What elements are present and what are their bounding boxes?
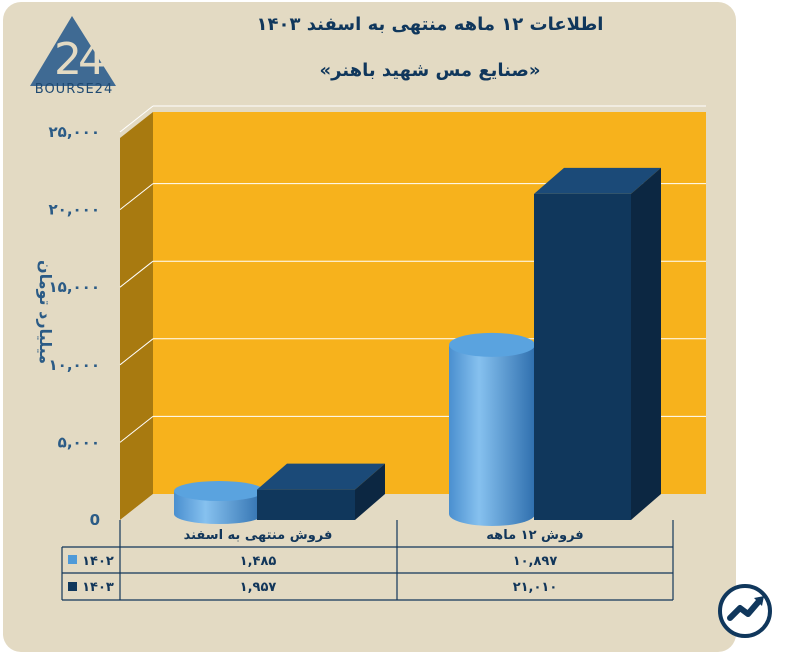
category-label: فروش منتهی به اسفند <box>184 528 333 543</box>
data-label: ۲۱,۰۱۰ <box>513 580 558 595</box>
bar-side-1403 <box>355 463 385 520</box>
chart-title: اطلاعات ۱۲ ماهه منتهی به اسفند ۱۴۰۳ <box>256 14 604 35</box>
gridline-side <box>119 183 154 210</box>
svg-text:4: 4 <box>78 34 106 85</box>
y-tick-label: ۱۵,۰۰۰ <box>49 278 100 296</box>
legend-swatch-1402 <box>68 555 77 564</box>
gridline-side <box>119 260 154 288</box>
chart-subtitle: «صنایع مس شهید باهنر» <box>319 60 541 81</box>
bar-top-1403 <box>257 463 385 490</box>
plot-side-wall <box>120 112 153 520</box>
legend-swatch-1403 <box>68 582 77 591</box>
svg-text:2: 2 <box>54 34 82 85</box>
y-tick-label: ۱۰,۰۰۰ <box>49 356 100 374</box>
data-label: ۱۰,۸۹۷ <box>513 554 558 569</box>
legend-label-1403: ۱۴۰۳ <box>82 580 114 595</box>
bourse24-logo: 2 4 <box>30 16 116 86</box>
data-label: ۱,۹۵۷ <box>240 580 277 595</box>
y-tick-label: ۲۰,۰۰۰ <box>49 201 100 219</box>
data-table: فروش منتهی به اسفند فروش ۱۲ ماهه ۱۴۰۲ ۱۴… <box>61 520 674 601</box>
gridline-side <box>119 105 154 133</box>
gridline-side <box>119 416 154 443</box>
bar-top-1402 <box>449 332 535 357</box>
trend-badge-icon <box>718 584 772 638</box>
gridline-side <box>119 338 154 366</box>
bar-top-1402 <box>174 480 264 501</box>
logo-text: BOURSE24 <box>34 82 114 97</box>
data-label: ۱,۴۸۵ <box>240 554 277 569</box>
category-label: فروش ۱۲ ماهه <box>486 528 583 543</box>
y-axis-ticks: 0 ۵,۰۰۰ ۱۰,۰۰۰ ۱۵,۰۰۰ ۲۰,۰۰۰ ۲۵,۰۰۰ <box>49 123 100 529</box>
bar-1403 <box>257 489 355 520</box>
y-tick-label: 0 <box>90 511 100 529</box>
y-tick-label: ۵,۰۰۰ <box>58 433 100 451</box>
bar-chart: 0 ۵,۰۰۰ ۱۰,۰۰۰ ۱۵,۰۰۰ ۲۰,۰۰۰ ۲۵,۰۰۰ میلیارد ت… <box>36 105 706 601</box>
bar-1402 <box>449 344 535 526</box>
y-axis-label: میلیارد تومان <box>36 260 55 364</box>
bars <box>174 167 661 526</box>
bar-top-1403 <box>534 167 661 194</box>
bar-side-1403 <box>631 167 661 520</box>
y-tick-label: ۲۵,۰۰۰ <box>49 123 100 141</box>
legend-label-1402: ۱۴۰۲ <box>82 554 114 569</box>
bar-1403 <box>534 193 631 520</box>
